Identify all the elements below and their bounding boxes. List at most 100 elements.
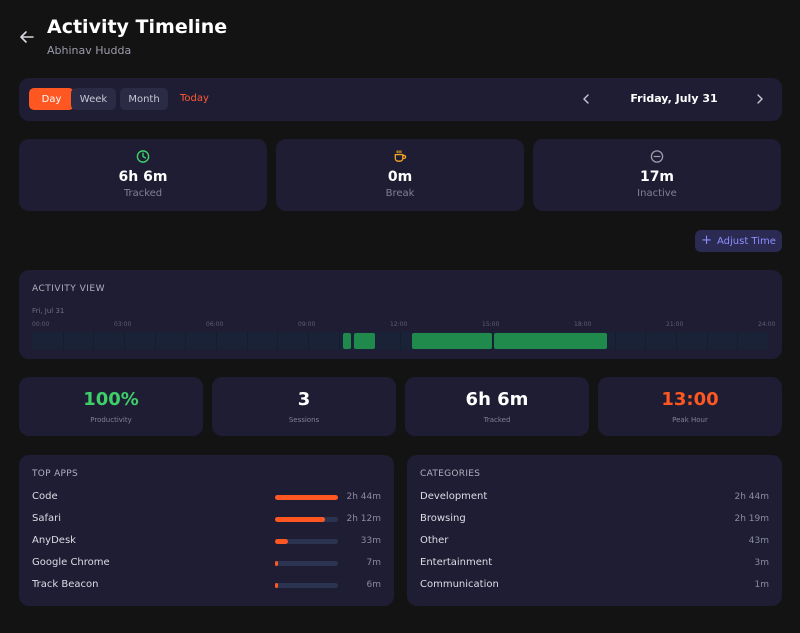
break-label: Break (385, 188, 415, 199)
day-view-button[interactable]: Day (29, 88, 74, 110)
category-row: Entertainment 3m (420, 557, 769, 573)
app-row: Track Beacon 6m (32, 579, 381, 595)
hour-divider (706, 332, 708, 350)
back-arrow-icon[interactable] (18, 28, 36, 46)
category-row: Browsing 2h 19m (420, 513, 769, 529)
hour-divider (124, 332, 125, 350)
timeline-tick-label: 24:00 (758, 321, 776, 328)
app-usage-fill (275, 517, 326, 522)
activity-day-label: Fri, Jul 31 (32, 307, 65, 315)
activity-block[interactable] (342, 333, 352, 349)
activity-block[interactable] (354, 333, 376, 349)
clock-icon (136, 150, 150, 163)
category-name: Entertainment (420, 557, 493, 568)
hour-divider (154, 332, 156, 350)
app-row: AnyDesk 33m (32, 535, 381, 551)
app-time: 2h 44m (346, 492, 381, 502)
app-usage-fill (275, 561, 279, 566)
category-name: Other (420, 535, 449, 546)
category-time: 1m (754, 580, 770, 590)
break-stat-card: 0m Break (276, 139, 524, 211)
category-name: Communication (420, 579, 499, 590)
timeline-tick-label: 15:00 (482, 321, 500, 328)
timeline-tick-label: 09:00 (298, 321, 316, 328)
hour-divider (185, 332, 187, 350)
timeline-tick-label: 06:00 (206, 321, 224, 328)
app-name: Safari (32, 513, 62, 524)
today-link[interactable]: Today (180, 93, 209, 104)
top-apps-panel: TOP APPS Code 2h 44m Safari 2h 12m AnyDe… (19, 455, 394, 606)
activity-view-card: ACTIVITY VIEW Fri, Jul 31 00:00 03:00 06:0… (19, 270, 782, 359)
app-name: Code (32, 491, 58, 502)
hour-divider (645, 332, 647, 350)
app-name: AnyDesk (32, 535, 76, 546)
hour-divider (614, 332, 616, 350)
category-time: 2h 19m (734, 514, 769, 524)
tracked-total-value: 6h 6m (465, 389, 529, 410)
category-name: Browsing (420, 513, 466, 524)
app-usage-bar (275, 495, 338, 500)
activity-view-title: ACTIVITY VIEW (32, 284, 105, 294)
next-date-icon[interactable] (753, 92, 767, 106)
app-usage-bar (275, 583, 338, 588)
timeline-tick-label: 12:00 (390, 321, 408, 328)
sessions-label: Sessions (288, 416, 320, 424)
top-apps-title: TOP APPS (32, 469, 78, 479)
tracked-value: 6h 6m (118, 169, 168, 185)
inactive-label: Inactive (637, 188, 677, 199)
adjust-time-button[interactable]: + Adjust Time (695, 230, 782, 252)
break-value: 0m (387, 169, 413, 185)
productivity-value: 100% (83, 389, 139, 410)
category-time: 43m (748, 536, 769, 546)
category-row: Communication 1m (420, 579, 769, 595)
productivity-card: 100% Productivity (19, 377, 203, 436)
peak-hour-label: Peak Hour (672, 416, 708, 424)
minus-circle-icon (650, 150, 664, 163)
inactive-value: 17m (639, 169, 675, 185)
hour-divider (277, 332, 279, 350)
timeline-tick-label: 18:00 (574, 321, 592, 328)
sessions-card: 3 Sessions (212, 377, 396, 436)
current-date: Friday, July 31 (630, 92, 718, 105)
activity-block[interactable] (493, 333, 607, 349)
hour-divider (737, 332, 739, 350)
hour-divider (216, 332, 217, 350)
app-usage-bar (275, 517, 338, 522)
plus-icon: + (701, 233, 712, 248)
tracked-total-card: 6h 6m Tracked (405, 377, 589, 436)
timeline-tick-label: 03:00 (114, 321, 132, 328)
previous-date-icon[interactable] (579, 92, 593, 106)
app-usage-fill (275, 539, 288, 544)
month-view-button[interactable]: Month (120, 88, 168, 110)
hour-divider (400, 332, 401, 350)
hour-divider (338, 332, 340, 350)
adjust-time-label: Adjust Time (716, 235, 776, 247)
activity-timeline-track[interactable] (32, 332, 768, 350)
sessions-value: 3 (297, 389, 311, 410)
app-row: Safari 2h 12m (32, 513, 381, 529)
tracked-total-label: Tracked (483, 416, 511, 424)
user-name: Abhinav Hudda (47, 44, 132, 57)
page-title: Activity Timeline (47, 16, 228, 38)
week-view-button[interactable]: Week (71, 88, 116, 110)
app-row: Code 2h 44m (32, 491, 381, 507)
activity-block[interactable] (412, 333, 492, 349)
peak-hour-value: 13:00 (661, 389, 719, 410)
category-time: 2h 44m (734, 492, 769, 502)
app-row: Google Chrome 7m (32, 557, 381, 573)
hour-divider (62, 332, 64, 350)
timeline-tick-label: 21:00 (666, 321, 684, 328)
hour-divider (308, 332, 309, 350)
hour-divider (676, 332, 677, 350)
productivity-label: Productivity (90, 416, 132, 424)
hour-divider (246, 332, 248, 350)
category-name: Development (420, 491, 488, 502)
app-usage-fill (275, 583, 279, 588)
tracked-label: Tracked (123, 188, 163, 199)
tracked-stat-card: 6h 6m Tracked (19, 139, 267, 211)
app-name: Google Chrome (32, 557, 110, 568)
category-row: Other 43m (420, 535, 769, 551)
app-usage-fill (275, 495, 338, 500)
date-toolbar: Day Week Month Today Friday, July 31 (19, 78, 782, 121)
category-time: 3m (754, 558, 770, 568)
